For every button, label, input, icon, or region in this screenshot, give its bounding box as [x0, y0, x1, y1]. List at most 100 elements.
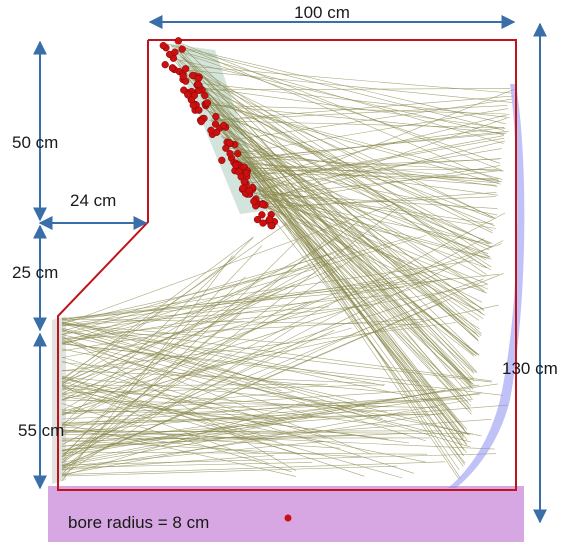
- ray-line: [61, 306, 329, 327]
- ray-line: [61, 451, 428, 455]
- ray-line: [61, 274, 499, 319]
- ray-line: [61, 206, 399, 470]
- ray-line: [61, 240, 326, 463]
- ray-line: [61, 262, 321, 411]
- sensor-dot: [232, 161, 240, 169]
- ray-line: [61, 236, 254, 426]
- vessel-outline: [57, 39, 517, 491]
- ray-line: [61, 322, 457, 372]
- ray-line: [256, 193, 498, 209]
- ray-line: [207, 100, 491, 271]
- ray-line: [61, 238, 484, 457]
- ray-line: [213, 114, 485, 311]
- ray-line: [61, 397, 464, 415]
- ray-line: [61, 245, 263, 458]
- sensor-dot: [178, 45, 186, 53]
- ray-line: [186, 69, 513, 103]
- label-bore-radius: bore radius = 8 cm: [68, 513, 209, 532]
- ray-line: [61, 321, 384, 386]
- sensor-dot: [222, 144, 230, 152]
- sensor-dot: [194, 80, 202, 88]
- ray-line: [61, 430, 442, 432]
- ray-line: [249, 113, 510, 179]
- sensor-cluster: [159, 37, 279, 230]
- ray-line: [222, 132, 493, 244]
- ray-line: [61, 433, 408, 447]
- sensor-dot: [195, 106, 203, 114]
- sensor-dot: [179, 72, 187, 80]
- ray-line: [194, 81, 487, 261]
- ray-line: [178, 44, 501, 183]
- ray-bundle-lower: [61, 203, 508, 481]
- ray-line: [251, 158, 500, 170]
- ray-line: [61, 409, 277, 417]
- sensor-dot: [171, 48, 179, 56]
- ray-line: [61, 326, 370, 470]
- ray-line: [228, 141, 486, 278]
- ray-line: [61, 409, 409, 427]
- ray-line: [61, 268, 446, 335]
- ray-line: [217, 127, 475, 382]
- ray-line: [61, 279, 259, 382]
- curved-mirror: [448, 84, 525, 488]
- ray-line: [166, 43, 506, 125]
- ray-line: [61, 385, 300, 455]
- sensor-dot: [226, 150, 234, 158]
- ray-line: [61, 343, 419, 382]
- ray-line: [61, 281, 387, 322]
- ray-line: [268, 117, 507, 200]
- ray-line: [61, 389, 446, 463]
- label-step-width: 24 cm: [70, 191, 116, 210]
- ray-line: [193, 73, 461, 479]
- ray-line: [61, 403, 292, 473]
- ray-line: [61, 465, 397, 477]
- label-height-total: 130 cm: [502, 359, 558, 378]
- sensor-dot: [180, 86, 188, 94]
- ray-line: [61, 393, 480, 434]
- ray-line: [61, 399, 438, 408]
- sensor-dot: [267, 221, 275, 230]
- ray-line: [61, 339, 471, 443]
- ray-line: [209, 111, 485, 292]
- sensor-dot: [245, 186, 253, 195]
- ray-line: [233, 98, 512, 141]
- ray-line: [61, 335, 297, 471]
- ray-line: [190, 77, 472, 387]
- bore-marker-dot: [284, 514, 292, 522]
- ray-line: [61, 221, 359, 429]
- sensor-dot: [225, 139, 234, 147]
- ray-line: [247, 182, 480, 330]
- ray-line: [171, 51, 472, 384]
- sensor-dot: [203, 99, 212, 107]
- sensor-dot: [181, 65, 190, 73]
- ray-line: [198, 89, 490, 245]
- ray-line: [200, 88, 510, 91]
- ray-line: [61, 321, 244, 352]
- ray-line: [61, 294, 389, 326]
- sensor-dot: [234, 149, 242, 158]
- ray-line: [61, 423, 296, 477]
- ray-line: [61, 243, 502, 396]
- sensor-dot: [239, 184, 247, 192]
- sensor-dot: [253, 215, 262, 224]
- ray-line: [61, 203, 396, 325]
- ray-line: [233, 108, 509, 155]
- sensor-dot: [258, 211, 266, 219]
- ray-line: [190, 72, 468, 441]
- ray-line: [203, 97, 480, 338]
- ray-line: [210, 120, 486, 293]
- ray-line: [210, 118, 484, 315]
- ray-line: [193, 75, 492, 268]
- ray-line: [243, 171, 467, 445]
- ray-line: [61, 381, 403, 479]
- ray-line: [247, 165, 465, 465]
- ray-line: [215, 120, 505, 129]
- ray-line: [61, 434, 354, 442]
- sensor-dot: [159, 41, 167, 50]
- ray-line: [200, 90, 477, 355]
- ray-line: [61, 223, 287, 380]
- ray-line: [197, 87, 464, 456]
- bore-band: [48, 486, 524, 542]
- ray-line: [61, 441, 324, 467]
